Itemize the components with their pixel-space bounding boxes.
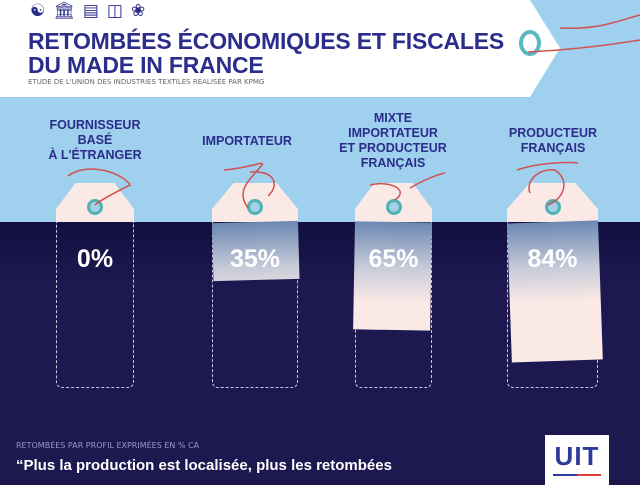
category-label-line: PRODUCTEUR [508,126,598,140]
quote-text: “Plus la production est localisée, plus … [16,457,392,474]
string [67,168,132,206]
category-label-line: BASÉ [77,133,113,147]
value-label: 84% [527,245,578,273]
bar-tag: 65% [353,183,432,388]
chart-caption: RETOMBÉES PAR PROFIL EXPRIMÉES EN % CA [16,441,200,450]
tag-outline [56,222,134,388]
tag-hole-icon [87,199,103,215]
category-label: IMPORTATEUR [182,134,312,149]
category-label-line: ET PRODUCTEUR [339,141,447,155]
category-label-line: À L'ÉTRANGER [48,148,142,162]
tag-hole-icon [544,199,561,215]
category-label-line: IMPORTATEUR [202,134,292,148]
category-label: PRODUCTEUR FRANÇAIS [488,126,618,156]
category-label-line: FOURNISSEUR [49,118,141,132]
string [223,162,275,209]
tag-hole-icon [385,199,402,215]
category-label: FOURNISSEUR BASÉ À L'ÉTRANGER [30,118,160,163]
title-line-2: DU MADE IN FRANCE [28,52,264,78]
bar-tag: 35% [212,183,300,388]
banner-hole-icon [519,30,541,56]
title-line-1: RETOMBÉES ÉCONOMIQUES ET FISCALES [28,28,505,54]
tag-outline [212,222,298,388]
building-icon: 🏛 [53,1,75,21]
string [516,161,579,206]
string [559,14,640,30]
category-label: MIXTE IMPORTATEUR ET PRODUCTEUR FRANÇAIS [328,111,458,171]
teacher-board-icon: ▤ [82,1,99,21]
logo-text: UIT [554,441,600,471]
category-label-line: FRANÇAIS [520,141,586,155]
uit-logo: UIT [545,435,609,485]
category-label-line: MIXTE [373,111,413,125]
value-label: 0% [76,245,114,273]
category-label-line: FRANÇAIS [360,156,426,170]
category-label-line: IMPORTATEUR [348,126,438,140]
header-icons: ☯ 🏛 ▤ ◫ ❀ [30,0,145,22]
tag-hole-icon [247,199,263,215]
train-icon: ◫ [106,1,123,21]
subtitle: ETUDE DE L'UNION DES INDUSTRIES TEXTILES… [28,78,265,86]
string [369,172,446,201]
page-title: RETOMBÉES ÉCONOMIQUES ET FISCALES DU MAD… [28,29,504,77]
people-hands-icon: ☯ [30,1,46,21]
value-label: 65% [368,245,419,273]
string [527,39,640,53]
header-banner: ☯ 🏛 ▤ ◫ ❀ RETOMBÉES ÉCONOMIQUES ET FISCA… [0,0,560,97]
value-label: 35% [229,245,281,273]
plant-hand-icon: ❀ [130,1,146,21]
